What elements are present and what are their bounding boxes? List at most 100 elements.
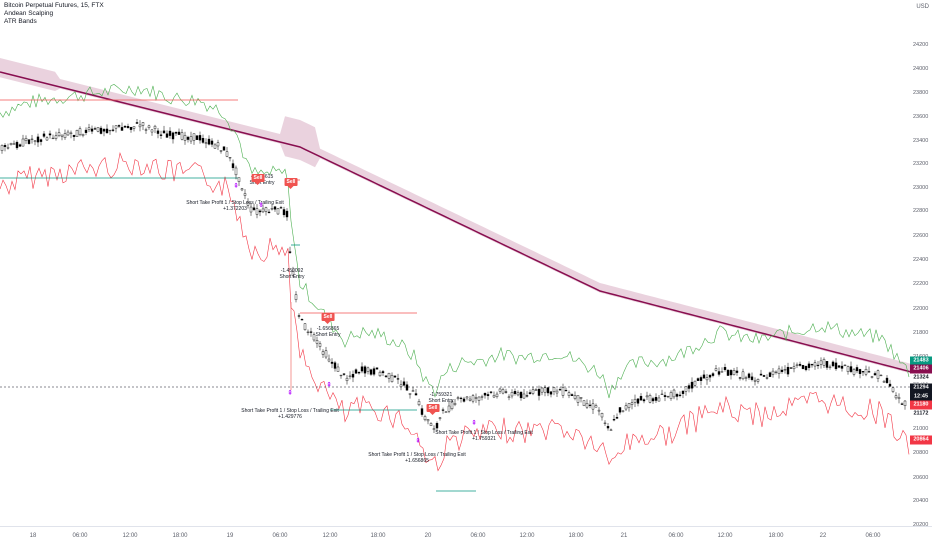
candle-body: [183, 135, 187, 141]
candle-body: [702, 374, 706, 379]
candle-body: [231, 163, 235, 169]
price-chart[interactable]: [0, 0, 910, 526]
candle-body: [459, 397, 463, 399]
candle-body: [57, 132, 61, 136]
price-badge: 21180: [910, 400, 932, 410]
price-badge: 20864: [910, 435, 932, 445]
time-tick: 18:00: [568, 533, 584, 539]
candle-body: [0, 145, 4, 151]
candle-body: [762, 375, 766, 377]
candle-body: [885, 377, 889, 383]
exit-text: Short Take Profit 1 / Stop Loss / Traili…: [186, 200, 284, 206]
entry-value: -1.450092: [280, 268, 304, 274]
candle-body: [120, 127, 124, 131]
candle-body: [336, 366, 340, 372]
indicator-atr-bands[interactable]: ATR Bands: [4, 18, 37, 25]
candle-body: [816, 364, 820, 367]
candle-body: [798, 363, 802, 366]
candle-body: [792, 366, 796, 370]
candle-body: [126, 126, 130, 128]
candle-body: [435, 423, 439, 429]
candle-body: [351, 373, 355, 378]
symbol-title[interactable]: Bitcoin Perpetual Futures, 15, FTX: [4, 2, 104, 9]
time-tick: 18:00: [172, 533, 188, 539]
chart-area[interactable]: Bitcoin Perpetual Futures, 15, FTX Andea…: [0, 0, 910, 526]
candle-body: [312, 334, 316, 341]
indicator-andean[interactable]: Andean Scalping: [4, 10, 54, 17]
candle-body: [594, 405, 598, 408]
candle-body: [327, 358, 331, 362]
candle-body: [141, 122, 145, 126]
candle-body: [633, 398, 637, 403]
candle-body: [786, 366, 790, 375]
candle-body: [540, 387, 544, 393]
candle-body: [747, 373, 751, 378]
candle-body: [462, 398, 466, 402]
candle-body: [270, 208, 274, 210]
candle-body: [81, 133, 85, 136]
candle-body: [654, 397, 658, 401]
price-badge: 21172: [910, 409, 932, 419]
price-tick: 22800: [913, 208, 929, 214]
candle-body: [39, 139, 43, 142]
time-tick: 21: [620, 533, 628, 539]
candle-body: [870, 376, 874, 378]
candle-body: [441, 409, 445, 411]
candle-body: [222, 146, 226, 151]
candle-body: [678, 394, 682, 396]
entry-text: Short Entry: [315, 332, 341, 338]
candle-body: [894, 395, 898, 399]
candle-body: [114, 125, 118, 129]
candle-body: [561, 387, 565, 396]
candle-body: [372, 368, 376, 375]
candle-body: [831, 361, 835, 367]
candle-body: [48, 133, 52, 136]
candle-body: [42, 133, 46, 137]
candle-body: [171, 132, 175, 140]
price-axis[interactable]: USD 24200 24000 23800 23600 23400 23200 23000 2…: [910, 0, 932, 528]
candle-body: [432, 428, 436, 430]
candle-body: [588, 404, 592, 406]
candle-body: [165, 133, 169, 138]
candle-body: [648, 395, 652, 403]
candle-body: [612, 419, 616, 421]
candle-body: [693, 380, 697, 386]
candle-body: [324, 350, 328, 358]
candle-body: [624, 405, 628, 410]
candle-body: [282, 209, 286, 216]
candle-body: [210, 140, 214, 145]
price-tick: 20200: [913, 522, 929, 528]
candle-body: [738, 377, 742, 379]
candle-body: [789, 367, 793, 369]
candle-body: [405, 384, 409, 391]
candle-body: [477, 396, 481, 401]
candle-body: [570, 394, 574, 396]
candle-body: [735, 370, 739, 373]
candle-body: [288, 251, 292, 253]
price-tick: 23800: [913, 90, 929, 96]
candle-body: [384, 375, 388, 377]
candle-body: [807, 363, 811, 368]
candle-body: [291, 271, 295, 276]
time-axis[interactable]: 18 06:00 12:00 18:00 19 06:00 12:00 18:00 20 06:0…: [0, 526, 932, 550]
candle-body: [822, 359, 826, 366]
candle-body: [672, 389, 676, 398]
candle-body: [426, 419, 430, 422]
exit-arrow-icon: ⇞: [326, 382, 332, 389]
candle-body: [144, 129, 148, 131]
time-tick: 06:00: [272, 533, 288, 539]
time-tick: 18:00: [370, 533, 386, 539]
candle-body: [453, 403, 457, 405]
candle-body: [825, 361, 829, 368]
candle-body: [279, 207, 283, 209]
candle-body: [579, 397, 583, 399]
candle-body: [651, 398, 655, 402]
candle-body: [519, 391, 523, 399]
candle-body: [294, 294, 298, 300]
price-tick: 23600: [913, 114, 929, 120]
candle-body: [705, 377, 709, 381]
candle-body: [60, 134, 64, 137]
candle-body: [159, 134, 163, 136]
candle-body: [168, 130, 172, 136]
exit-text: Short Take Profit 1 / Stop Loss / Traili…: [368, 452, 466, 458]
